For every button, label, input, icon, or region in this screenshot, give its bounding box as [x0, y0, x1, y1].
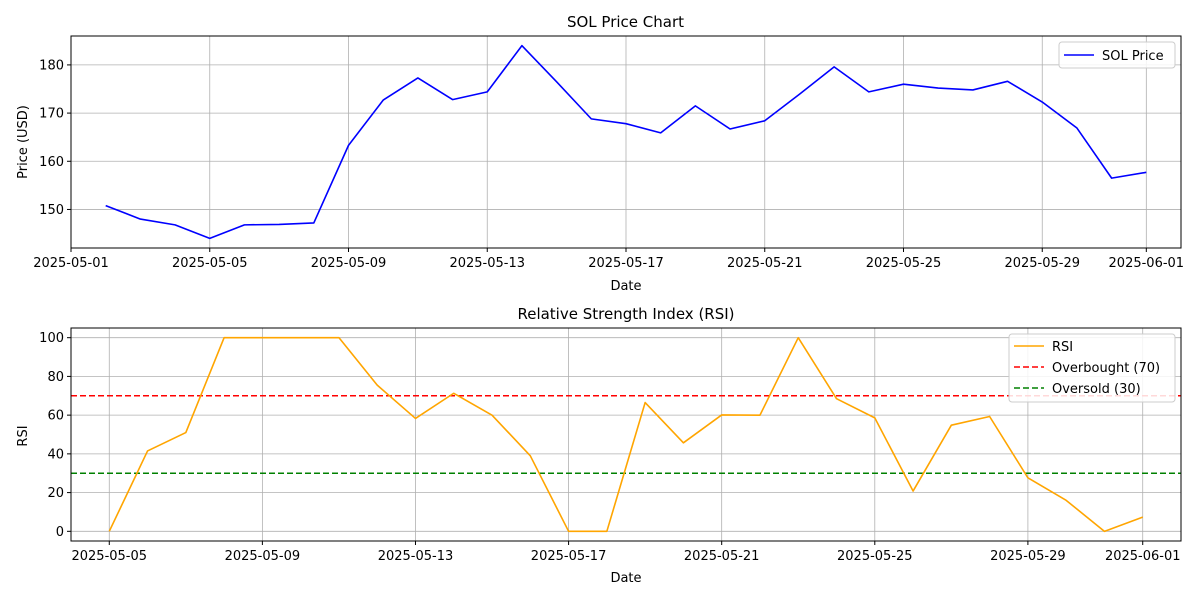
y-tick-label: 0: [56, 525, 64, 540]
x-tick-label: 2025-05-13: [378, 549, 454, 564]
x-tick-label: 2025-05-05: [71, 549, 147, 564]
y-tick-label: 180: [39, 58, 64, 73]
x-tick-label: 2025-05-21: [727, 256, 803, 271]
price-chart-title: SOL Price Chart: [567, 13, 684, 31]
x-tick-label: 2025-05-25: [837, 549, 913, 564]
overbought-legend-label: Overbought (70): [1052, 361, 1160, 376]
rsi-line: [108, 336, 1143, 533]
rsi-y-axis-label: RSI: [16, 425, 31, 446]
x-tick-label: 2025-05-25: [866, 256, 942, 271]
rsi-legend: RSI Overbought (70) Oversold (30): [1008, 333, 1176, 403]
rsi-panel: Relative Strength Index (RSI) 2025-05-05…: [16, 305, 1182, 586]
sol-price-line: [105, 44, 1147, 240]
x-tick-label: 2025-05-29: [1004, 256, 1080, 271]
x-tick-label: 2025-05-17: [531, 549, 607, 564]
rsi-x-ticks: 2025-05-05 2025-05-09 2025-05-13 2025-05-17…: [71, 541, 1181, 564]
x-tick-label: 2025-05-09: [225, 549, 301, 564]
x-tick-label: 2025-05-09: [311, 256, 387, 271]
rsi-plot-frame: [70, 327, 1182, 542]
rsi-legend-box: [1008, 333, 1176, 403]
price-y-ticks: 150 160 170 180: [39, 58, 71, 218]
y-tick-label: 100: [39, 331, 64, 346]
y-tick-label: 60: [47, 409, 64, 424]
price-legend-label: SOL Price: [1102, 49, 1164, 64]
price-x-axis-label: Date: [610, 279, 641, 294]
y-tick-label: 20: [47, 486, 64, 501]
price-legend: SOL Price: [1058, 41, 1176, 69]
oversold-legend-label: Oversold (30): [1052, 382, 1141, 397]
rsi-chart-title: Relative Strength Index (RSI): [517, 305, 734, 323]
price-series: [105, 44, 1147, 240]
x-tick-label: 2025-05-13: [449, 256, 525, 271]
y-tick-label: 160: [39, 155, 64, 170]
x-tick-label: 2025-06-01: [1109, 256, 1185, 271]
rsi-x-axis-label: Date: [610, 571, 641, 586]
x-tick-label: 2025-05-21: [684, 549, 760, 564]
price-legend-box: [1058, 41, 1176, 69]
rsi-series: [108, 336, 1143, 533]
rsi-legend-label: RSI: [1052, 340, 1073, 355]
rsi-reference-lines: [71, 395, 1181, 474]
x-tick-label: 2025-05-05: [172, 256, 248, 271]
price-x-ticks: 2025-05-01 2025-05-05 2025-05-09 2025-05-13…: [33, 248, 1184, 271]
y-tick-label: 170: [39, 107, 64, 122]
x-tick-label: 2025-06-01: [1105, 549, 1181, 564]
rsi-grid: [71, 328, 1181, 541]
y-tick-label: 80: [47, 370, 64, 385]
x-tick-label: 2025-05-01: [33, 256, 109, 271]
price-panel: SOL Price Chart 2025-05-01 2025-05-05 2025…: [16, 13, 1184, 294]
price-y-axis-label: Price (USD): [16, 105, 31, 179]
y-tick-label: 40: [47, 447, 64, 462]
x-tick-label: 2025-05-29: [990, 549, 1066, 564]
rsi-y-ticks: 0 20 40 60 80 100: [39, 331, 71, 540]
price-grid: [70, 36, 1181, 248]
x-tick-label: 2025-05-17: [588, 256, 664, 271]
y-tick-label: 150: [39, 203, 64, 218]
